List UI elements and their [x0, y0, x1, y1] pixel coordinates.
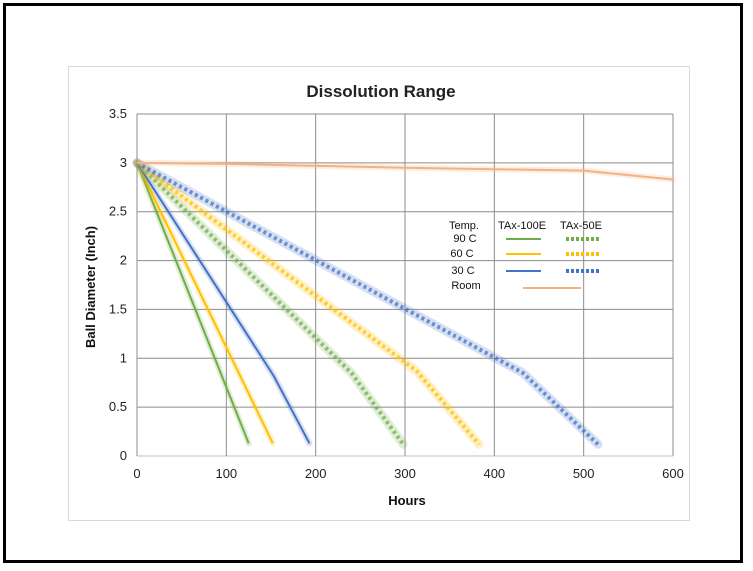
y-tick-label: 0.5 [109, 399, 127, 414]
x-tick-label: 300 [394, 466, 416, 481]
y-tick-label: 2.5 [109, 204, 127, 219]
x-tick-label: 400 [483, 466, 505, 481]
x-tick-label: 0 [133, 466, 140, 481]
legend-header: TAx-50E [560, 220, 602, 232]
series-glow [132, 158, 408, 449]
x-axis-label: Hours [388, 493, 426, 508]
y-tick-label: 0 [120, 448, 127, 463]
y-axis-label: Ball Diameter (Inch) [83, 226, 98, 348]
legend-header: Temp. [449, 220, 479, 232]
legend-row-label: Room [451, 280, 480, 292]
y-tick-label: 3.5 [109, 106, 127, 121]
series-line-4 [135, 161, 481, 446]
chart-frame: 0 0.5 1 1.5 2 2.5 3 3.5 0 100 200 300 400 500 600 Temp… [3, 3, 743, 563]
chart-title: Dissolution Range [306, 82, 455, 101]
y-tick-label: 3 [120, 155, 127, 170]
legend-row-label: 90 C [453, 233, 476, 245]
series-line-2 [136, 162, 311, 444]
series-glow [132, 158, 484, 449]
legend-row-label: 60 C [450, 248, 473, 260]
x-tick-label: 200 [305, 466, 327, 481]
y-tick-label: 2 [120, 253, 127, 268]
legend-row-label: 30 C [451, 265, 474, 277]
x-tick-label: 500 [573, 466, 595, 481]
series-line-0 [136, 162, 250, 444]
series-line-5 [136, 161, 600, 446]
series-line-1 [136, 162, 274, 444]
legend: Temp. TAx-100E TAx-50E 90 C 60 C 30 C Room [449, 220, 602, 292]
x-tick-label: 600 [662, 466, 684, 481]
dissolution-chart: 0 0.5 1 1.5 2 2.5 3 3.5 0 100 200 300 400 500 600 Temp… [83, 82, 684, 508]
series-line-3 [135, 161, 405, 446]
x-tick-label: 100 [215, 466, 237, 481]
series-layer [132, 158, 676, 449]
y-tick-label: 1.5 [109, 301, 127, 316]
grid-layer: 0 0.5 1 1.5 2 2.5 3 3.5 0 100 200 300 400 500 600 [109, 106, 684, 481]
y-tick-label: 1 [120, 350, 127, 365]
chart-area: 0 0.5 1 1.5 2 2.5 3 3.5 0 100 200 300 400 500 600 Temp… [68, 66, 690, 521]
series-line-6 [136, 161, 674, 181]
legend-header: TAx-100E [498, 220, 546, 232]
